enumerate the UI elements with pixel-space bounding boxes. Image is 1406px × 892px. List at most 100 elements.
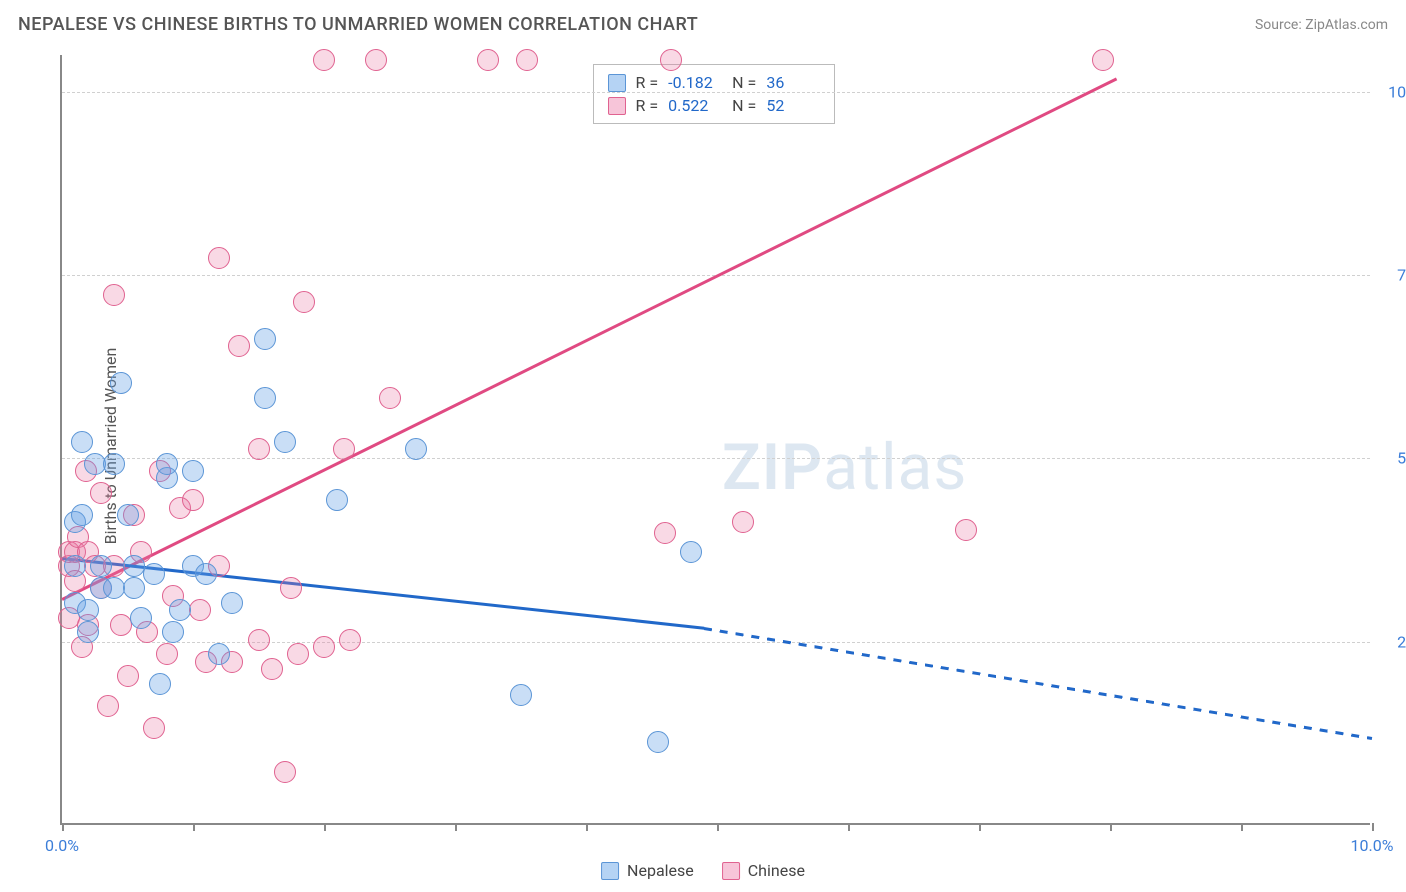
legend-label-nepalese: Nepalese [627, 861, 694, 880]
scatter-point-chinese [516, 49, 538, 71]
scatter-point-nepalese [64, 555, 86, 577]
y-tick-label: 75.0% [1380, 266, 1406, 285]
scatter-point-nepalese [156, 453, 178, 475]
legend-swatch-blue-icon [601, 862, 619, 880]
scatter-point-chinese [732, 511, 754, 533]
title-bar: NEPALESE VS CHINESE BIRTHS TO UNMARRIED … [18, 14, 1388, 35]
scatter-point-chinese [287, 643, 309, 665]
scatter-point-chinese [261, 658, 283, 680]
gridline [62, 92, 1370, 93]
scatter-point-nepalese [254, 387, 276, 409]
x-tick [979, 823, 981, 831]
scatter-point-nepalese [326, 489, 348, 511]
legend-item-nepalese: Nepalese [601, 861, 694, 880]
scatter-point-nepalese [274, 431, 296, 453]
scatter-point-nepalese [195, 563, 217, 585]
swatch-blue-icon [608, 74, 626, 92]
scatter-point-chinese [333, 438, 355, 460]
scatter-point-chinese [379, 387, 401, 409]
scatter-point-nepalese [110, 372, 132, 394]
n-label: N = [732, 73, 756, 92]
scatter-point-chinese [365, 49, 387, 71]
chart-container: NEPALESE VS CHINESE BIRTHS TO UNMARRIED … [0, 0, 1406, 892]
r-value-nepalese: -0.182 [668, 73, 722, 92]
scatter-point-nepalese [182, 460, 204, 482]
scatter-point-nepalese [149, 673, 171, 695]
x-tick [455, 823, 457, 831]
x-tick [193, 823, 195, 831]
scatter-point-chinese [660, 49, 682, 71]
stats-row-chinese: R = 0.522 N = 52 [608, 94, 821, 117]
legend-item-chinese: Chinese [722, 861, 805, 880]
n-value-nepalese: 36 [766, 73, 820, 92]
scatter-point-nepalese [162, 621, 184, 643]
scatter-point-chinese [228, 335, 250, 357]
scatter-point-chinese [90, 482, 112, 504]
x-tick [1110, 823, 1112, 831]
n-label-2: N = [732, 96, 756, 115]
scatter-point-nepalese [254, 328, 276, 350]
r-value-chinese: 0.522 [668, 96, 722, 115]
y-tick-label: 50.0% [1380, 449, 1406, 468]
x-tick [717, 823, 719, 831]
x-tick-label: 0.0% [45, 836, 79, 855]
scatter-point-chinese [955, 519, 977, 541]
scatter-point-nepalese [123, 577, 145, 599]
r-label-2: R = [636, 96, 659, 115]
swatch-pink-icon [608, 97, 626, 115]
scatter-point-chinese [97, 695, 119, 717]
scatter-point-nepalese [130, 607, 152, 629]
scatter-point-chinese [313, 49, 335, 71]
r-label: R = [636, 73, 659, 92]
scatter-point-nepalese [680, 541, 702, 563]
scatter-point-nepalese [71, 504, 93, 526]
plot-area: ZIPatlas R = -0.182 N = 36 R = 0.522 N =… [60, 55, 1370, 825]
scatter-point-nepalese [90, 555, 112, 577]
scatter-point-chinese [274, 761, 296, 783]
scatter-point-nepalese [221, 592, 243, 614]
scatter-point-nepalese [117, 504, 139, 526]
scatter-point-chinese [143, 717, 165, 739]
x-tick [62, 823, 64, 831]
scatter-point-nepalese [169, 599, 191, 621]
scatter-point-nepalese [208, 643, 230, 665]
scatter-point-chinese [248, 629, 270, 651]
x-tick [324, 823, 326, 831]
scatter-point-nepalese [143, 563, 165, 585]
scatter-point-chinese [313, 636, 335, 658]
scatter-point-nepalese [71, 431, 93, 453]
watermark-text: ZIPatlas [722, 430, 967, 505]
scatter-point-nepalese [647, 731, 669, 753]
scatter-point-nepalese [405, 438, 427, 460]
x-tick [1372, 823, 1374, 831]
scatter-point-chinese [654, 522, 676, 544]
source-credit: Source: ZipAtlas.com [1255, 17, 1388, 33]
legend-swatch-pink-icon [722, 862, 740, 880]
scatter-point-chinese [477, 49, 499, 71]
trend-line [704, 627, 1373, 739]
scatter-point-chinese [182, 489, 204, 511]
stats-legend-box: R = -0.182 N = 36 R = 0.522 N = 52 [593, 64, 836, 124]
watermark-rest: atlas [823, 430, 967, 505]
legend-label-chinese: Chinese [748, 861, 805, 880]
n-value-chinese: 52 [766, 96, 820, 115]
scatter-point-chinese [280, 577, 302, 599]
scatter-point-nepalese [103, 453, 125, 475]
scatter-point-chinese [208, 247, 230, 269]
scatter-point-nepalese [77, 599, 99, 621]
scatter-point-chinese [1092, 49, 1114, 71]
scatter-point-nepalese [510, 684, 532, 706]
chart-title: NEPALESE VS CHINESE BIRTHS TO UNMARRIED … [18, 14, 698, 35]
x-tick [1241, 823, 1243, 831]
bottom-legend: Nepalese Chinese [601, 861, 805, 880]
x-tick-label: 10.0% [1351, 836, 1394, 855]
y-tick-label: 100.0% [1380, 82, 1406, 101]
x-tick [848, 823, 850, 831]
y-tick-label: 25.0% [1380, 632, 1406, 651]
scatter-point-chinese [156, 643, 178, 665]
scatter-point-chinese [339, 629, 361, 651]
scatter-point-chinese [117, 665, 139, 687]
scatter-point-chinese [293, 291, 315, 313]
scatter-point-chinese [103, 284, 125, 306]
scatter-point-chinese [189, 599, 211, 621]
